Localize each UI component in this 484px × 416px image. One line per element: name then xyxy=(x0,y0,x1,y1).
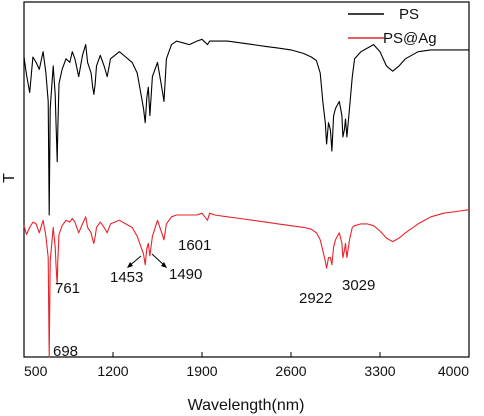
x-tick-label-500: 500 xyxy=(24,363,48,379)
annotation-1453: 1453 xyxy=(110,269,143,286)
x-axis-ticks: 500 1200 1900 2600 3300 4000 xyxy=(23,352,470,379)
series-line-ps xyxy=(23,38,469,216)
x-tick-label-2600: 2600 xyxy=(275,363,306,379)
x-axis-title: Wavelength(nm) xyxy=(188,397,305,414)
annotation-3029: 3029 xyxy=(342,277,375,294)
legend-label-ps: PS xyxy=(399,6,419,23)
annotation-2922: 2922 xyxy=(299,290,332,307)
arrow-1490-head xyxy=(161,262,167,268)
annotation-761: 761 xyxy=(55,280,80,297)
annotation-1601: 1601 xyxy=(178,237,211,254)
series-line-ps-ag xyxy=(23,209,470,358)
x-tick-label-1900: 1900 xyxy=(186,363,217,379)
annotation-698: 698 xyxy=(53,343,78,360)
plot-frame xyxy=(23,1,470,358)
arrow-1453-head xyxy=(127,262,133,268)
legend-label-ps-ag: PS@Ag xyxy=(383,30,437,47)
annotation-1490: 1490 xyxy=(169,266,202,283)
x-tick-label-3300: 3300 xyxy=(364,363,395,379)
peak-annotations: 698 761 1453 1490 1601 2922 3029 xyxy=(53,237,375,360)
x-tick-label-1200: 1200 xyxy=(97,363,128,379)
legend: PS PS@Ag xyxy=(348,6,437,47)
x-tick-label-4000: 4000 xyxy=(438,363,469,379)
y-axis-title: T xyxy=(1,173,18,183)
